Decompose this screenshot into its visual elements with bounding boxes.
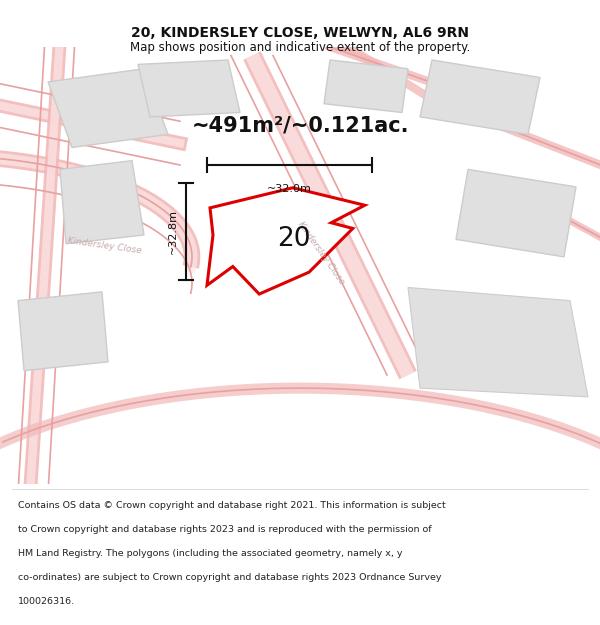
Text: 100026316.: 100026316. [18,597,75,606]
Polygon shape [456,169,576,257]
Polygon shape [138,60,240,117]
Polygon shape [207,188,365,294]
Polygon shape [48,69,168,148]
Text: 20, KINDERSLEY CLOSE, WELWYN, AL6 9RN: 20, KINDERSLEY CLOSE, WELWYN, AL6 9RN [131,26,469,40]
Text: Contains OS data © Crown copyright and database right 2021. This information is : Contains OS data © Crown copyright and d… [18,501,446,510]
Text: 20: 20 [277,226,311,253]
Text: co-ordinates) are subject to Crown copyright and database rights 2023 Ordnance S: co-ordinates) are subject to Crown copyr… [18,573,442,582]
Text: ~32.8m: ~32.8m [168,209,178,254]
Text: HM Land Registry. The polygons (including the associated geometry, namely x, y: HM Land Registry. The polygons (includin… [18,549,403,558]
Text: Map shows position and indicative extent of the property.: Map shows position and indicative extent… [130,41,470,54]
Text: to Crown copyright and database rights 2023 and is reproduced with the permissio: to Crown copyright and database rights 2… [18,525,431,534]
Polygon shape [18,292,108,371]
Text: Kindersley Close: Kindersley Close [296,219,346,286]
Polygon shape [324,60,408,112]
Polygon shape [240,231,297,264]
Text: ~32.0m: ~32.0m [267,184,312,194]
Text: Kindersley Close: Kindersley Close [67,236,143,256]
Polygon shape [60,161,144,244]
Text: ~491m²/~0.121ac.: ~491m²/~0.121ac. [191,116,409,136]
Polygon shape [408,288,588,397]
Polygon shape [420,60,540,134]
